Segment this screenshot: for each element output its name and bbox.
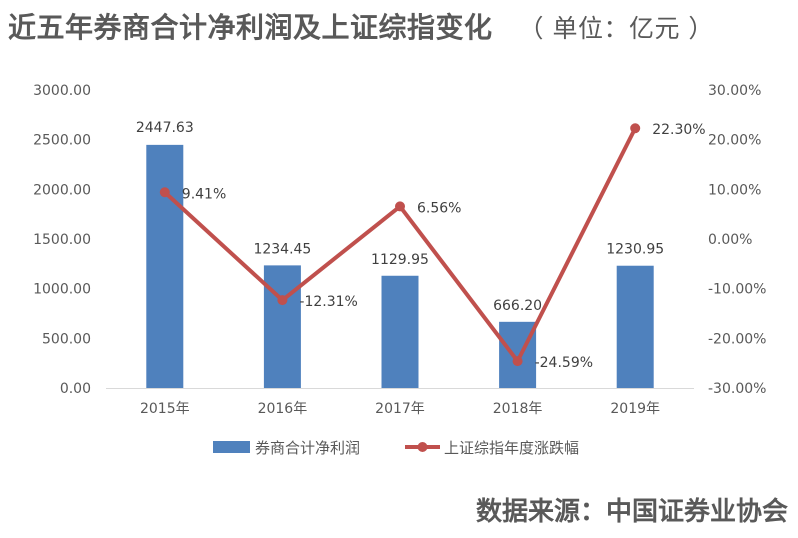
y-left-tick-label: 0.00 [60,381,91,397]
x-tick-label: 2017年 [375,401,425,417]
y-right-tick-label: -10.00% [708,282,766,298]
y-right-tick-label: -20.00% [708,331,766,347]
title-text: 近五年券商合计净利润及上证综指变化 [8,11,493,44]
line-data-label: -12.31% [299,294,357,310]
bar-data-label: 666.20 [493,298,542,314]
x-tick-label: 2019年 [610,401,660,417]
line-marker [630,123,641,134]
y-right-tick-label: 30.00% [708,83,761,99]
x-tick-label: 2015年 [140,401,190,417]
bar [381,275,419,388]
bar-data-label: 1234.45 [253,241,311,257]
bar [146,144,184,388]
bar-data-label: 1129.95 [371,252,429,268]
y-left-tick-label: 500.00 [42,331,91,347]
y-right-tick-label: 10.00% [708,182,761,198]
line-data-label: 9.41% [182,186,226,202]
line-data-label: 22.30% [652,122,705,138]
bar [263,265,301,388]
line-marker [395,201,405,212]
bar [616,265,654,388]
source-note: 数据来源：中国证券业协会 [475,497,788,527]
y-right-tick-label: -30.00% [708,381,766,397]
x-tick-label: 2018年 [493,401,543,417]
bar-data-label: 1230.95 [606,242,664,258]
line-data-label: 6.56% [417,200,461,216]
x-tick-label: 2016年 [258,401,308,417]
y-left-tick-label: 1000.00 [33,282,91,298]
y-right-tick-label: 20.00% [708,133,761,149]
line-data-label: -24.59% [535,355,593,371]
legend-line-marker [417,442,428,452]
y-right-tick-label: 0.00% [708,232,752,248]
y-left-tick-label: 3000.00 [33,83,91,99]
legend-line-label: 上证综指年度涨跌幅 [444,439,579,457]
legend-bar-label: 券商合计净利润 [255,439,360,457]
chart-title: 近五年券商合计净利润及上证综指变化 （ 单位：亿元 ） [8,6,714,46]
line-marker [512,356,523,367]
line-marker [277,295,288,306]
unit-text: （ 单位：亿元 ） [518,14,714,43]
y-left-tick-label: 2500.00 [33,133,91,149]
legend-bar-swatch [213,441,250,453]
bar-data-label: 2447.63 [136,120,194,136]
y-left-tick-label: 2000.00 [33,182,91,198]
line-marker [159,187,170,198]
y-left-tick-label: 1500.00 [33,232,91,248]
